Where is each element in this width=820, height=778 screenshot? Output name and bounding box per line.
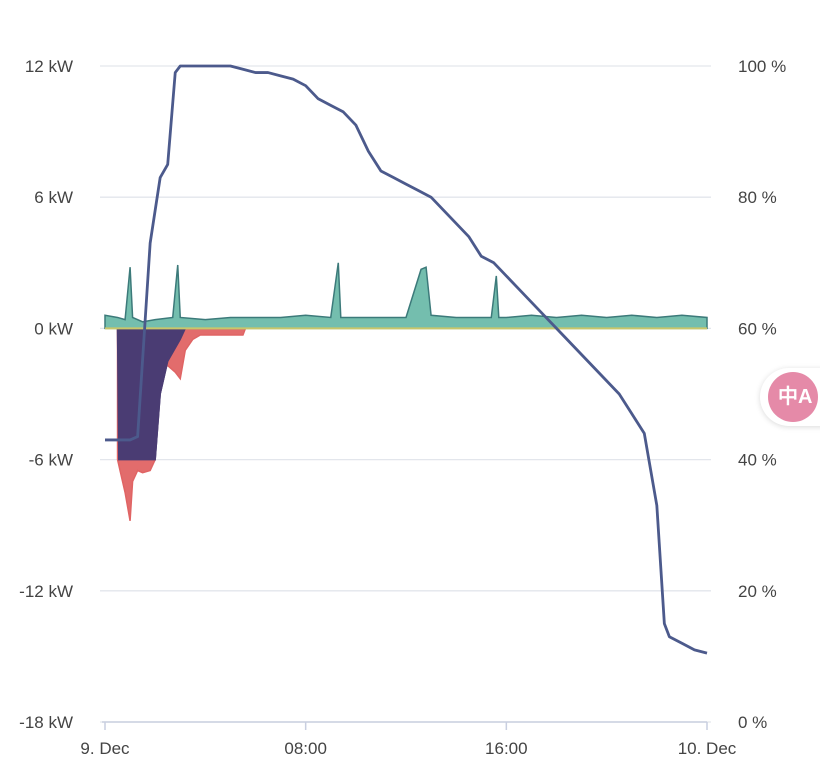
area-series-3 <box>104 262 708 330</box>
x-tick-label: 10. Dec <box>678 739 737 758</box>
plot-areas <box>104 262 708 521</box>
y-right-tick-label: 40 % <box>738 451 777 470</box>
line-series-0 <box>105 64 708 655</box>
y-left-tick-label: -18 kW <box>19 713 73 732</box>
x-tick-label: 9. Dec <box>80 739 130 758</box>
y-left-tick-label: -12 kW <box>19 582 73 601</box>
y-left-tick-label: 0 kW <box>34 319 73 338</box>
plot-lines <box>105 64 708 655</box>
y-left-tick-label: 6 kW <box>34 188 73 207</box>
y-left-tick-label: 12 kW <box>25 57 73 76</box>
y-left-tick-label: -6 kW <box>29 451 73 470</box>
y-right-tick-label: 80 % <box>738 188 777 207</box>
translate-icon[interactable]: 中A <box>768 372 818 422</box>
x-tick-label: 08:00 <box>284 739 327 758</box>
svg-text:中A: 中A <box>778 384 812 408</box>
translate-button[interactable]: 中A <box>760 368 820 426</box>
y-right-tick-label: 60 % <box>738 319 777 338</box>
y-right-tick-label: 20 % <box>738 582 777 601</box>
area-series-purple-top <box>116 327 187 461</box>
axes: 12 kW 6 kW 0 kW -6 kW -12 kW -18 kW 100 % 80 % 6… <box>19 57 786 758</box>
x-tick-label: 16:00 <box>485 739 528 758</box>
y-right-tick-label: 0 % <box>738 713 767 732</box>
y-right-tick-label: 100 % <box>738 57 786 76</box>
